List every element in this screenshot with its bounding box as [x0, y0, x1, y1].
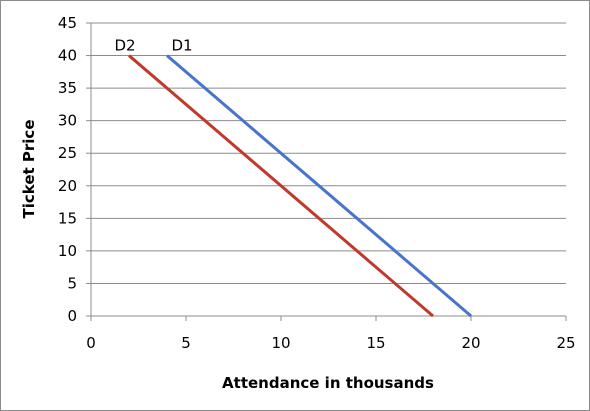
series-label-d2: D2: [114, 37, 135, 55]
y-tick-label: 25: [58, 144, 77, 162]
series-label-d1: D1: [171, 37, 192, 55]
y-tick-label: 45: [58, 14, 77, 32]
y-tick-label: 10: [58, 242, 77, 260]
axes: [86, 22, 567, 321]
gridlines: [91, 22, 566, 284]
x-tick-label: 25: [556, 334, 575, 352]
x-axis-title: Attendance in thousands: [222, 374, 434, 392]
x-tick-label: 20: [461, 334, 480, 352]
x-tick-label: 0: [86, 334, 96, 352]
y-tick-label: 15: [58, 209, 77, 227]
labels: 0 5 10 15 20 25 30 35 40 45 0 5 10 15 20 25 D1 D2: [58, 14, 576, 352]
series-lines: [128, 54, 472, 318]
x-tick-label: 5: [181, 334, 191, 352]
series-line-d1: [166, 54, 472, 318]
x-tick-label: 15: [366, 334, 385, 352]
y-tick-label: 5: [67, 274, 77, 292]
x-tick-label: 10: [271, 334, 290, 352]
y-tick-label: 0: [67, 307, 77, 325]
series-line-d2: [128, 54, 434, 318]
y-tick-label: 30: [58, 112, 77, 130]
y-tick-label: 20: [58, 177, 77, 195]
y-tick-label: 40: [58, 47, 77, 65]
y-axis-title: Ticket Price: [20, 119, 38, 218]
y-tick-label: 35: [58, 79, 77, 97]
